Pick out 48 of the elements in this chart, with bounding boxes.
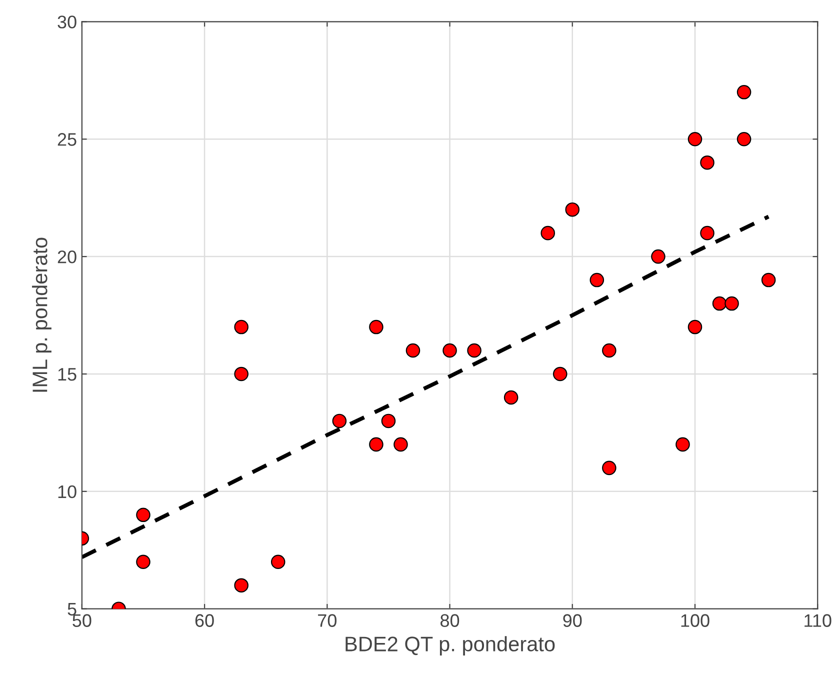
point <box>540 226 555 240</box>
point <box>332 414 347 428</box>
y-tick-label: 5 <box>68 602 76 616</box>
point <box>688 320 702 334</box>
point <box>234 366 248 382</box>
point <box>136 554 150 570</box>
point <box>761 272 776 288</box>
x-tick-label: 70 <box>318 614 336 627</box>
point <box>467 343 482 358</box>
point <box>406 343 420 358</box>
point <box>504 390 518 405</box>
point <box>602 343 616 358</box>
point <box>700 226 714 240</box>
x-tick-label: 60 <box>195 614 214 627</box>
point <box>565 202 580 217</box>
point <box>442 343 457 358</box>
point <box>381 414 396 428</box>
point <box>602 460 616 476</box>
line-series <box>82 214 771 560</box>
x-tick-label: 50 <box>72 614 92 627</box>
point <box>136 508 150 522</box>
x-tick-label: 110 <box>804 614 832 627</box>
point <box>700 155 714 170</box>
y-tick-label: 10 <box>58 485 76 498</box>
point <box>651 249 666 264</box>
x-tick-label: 90 <box>563 614 582 627</box>
point <box>369 320 384 334</box>
point <box>590 272 604 288</box>
x-axis-title: BDE2 QT p. ponderato <box>346 636 555 656</box>
point <box>676 437 690 452</box>
point <box>736 132 752 146</box>
y-axis-title: IML p. ponderato <box>32 238 52 392</box>
y-tick-label: 15 <box>58 368 76 381</box>
point <box>552 366 568 382</box>
point <box>724 296 739 311</box>
y-tick-label: 30 <box>58 16 76 28</box>
x-tick-label: 100 <box>681 614 710 627</box>
point <box>234 320 248 334</box>
x-tick-label: 80 <box>440 614 460 627</box>
point <box>270 554 286 570</box>
point <box>736 85 752 100</box>
y-tick-label: 25 <box>58 133 76 146</box>
point <box>688 132 702 146</box>
point <box>369 437 384 452</box>
y-tick-label: 20 <box>58 250 76 264</box>
point <box>234 578 248 592</box>
point <box>712 296 727 311</box>
point <box>394 437 408 452</box>
